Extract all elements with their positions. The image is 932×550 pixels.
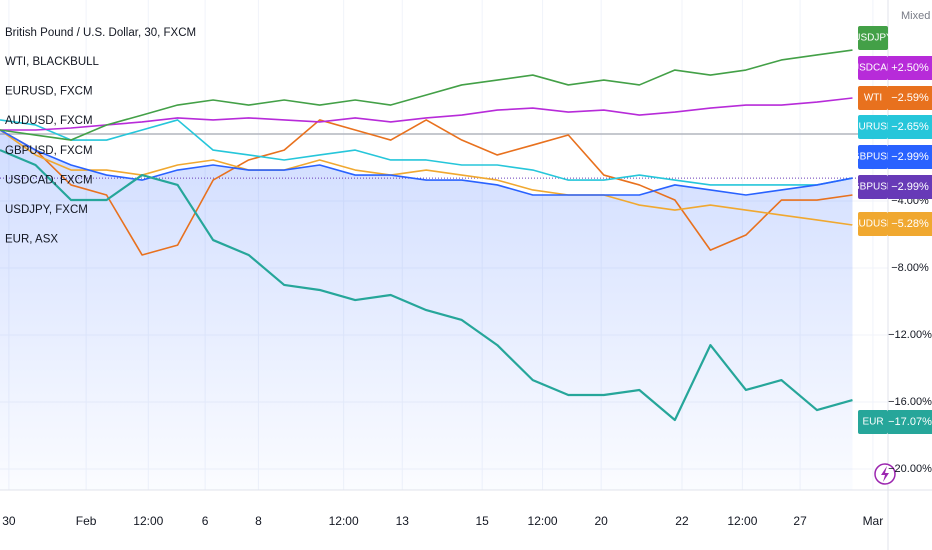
price-value-text: −2.65% xyxy=(891,121,929,133)
legend-entry: GBPUSD, FXCM xyxy=(5,145,93,157)
series-line xyxy=(0,97,853,131)
price-value-text: −2.99% xyxy=(891,151,929,163)
x-tick-label: 6 xyxy=(202,514,209,528)
x-tick-label: 22 xyxy=(675,514,689,528)
price-tag-text: WTI xyxy=(864,93,882,104)
price-tag xyxy=(858,115,888,139)
x-tick-label: 27 xyxy=(793,514,807,528)
price-tag xyxy=(858,175,888,199)
legend-entry: USDJPY, FXCM xyxy=(5,204,88,216)
price-label: USDCAD+2.50% xyxy=(852,56,932,80)
y-tick-label: −12.00% xyxy=(888,329,932,341)
price-value xyxy=(888,145,932,169)
price-label: EUR −17.07% xyxy=(858,410,932,434)
price-value-text: −17.07% xyxy=(888,416,932,428)
price-tag-text: USDCAD xyxy=(852,63,894,74)
legend-entry: USDCAD, FXCM xyxy=(5,174,93,186)
series-line xyxy=(0,119,853,186)
price-tag xyxy=(858,145,888,169)
price-tag-text: USDJPY xyxy=(853,33,893,44)
series-line xyxy=(0,49,853,141)
series-line xyxy=(0,129,853,196)
price-tag-text: GBPUSD xyxy=(852,182,894,193)
y-tick-label: −8.00% xyxy=(891,262,929,274)
scale-mode[interactable]: Mixed xyxy=(901,10,930,22)
price-label: USDJPY xyxy=(853,26,893,50)
x-tick-label: Feb xyxy=(76,514,97,528)
lightning-icon[interactable] xyxy=(874,463,896,485)
legend-entry: EUR, ASX xyxy=(5,234,58,246)
price-value-text: −2.59% xyxy=(891,92,929,104)
price-value xyxy=(888,56,932,80)
price-tag xyxy=(858,26,888,50)
price-label: GBPUSD−2.99% xyxy=(852,145,932,169)
series-line xyxy=(0,149,853,422)
price-label: AUDUSD−5.28% xyxy=(852,212,932,236)
x-tick-label: 20 xyxy=(594,514,608,528)
x-tick-label: 8 xyxy=(255,514,262,528)
legend-entry: AUDUSD, FXCM xyxy=(5,115,93,127)
x-tick-label: 12:00 xyxy=(329,514,359,528)
price-value xyxy=(888,115,932,139)
price-label: WTI −2.59% xyxy=(858,86,932,110)
price-tag xyxy=(858,86,888,110)
x-tick-label: 12:00 xyxy=(727,514,757,528)
price-value xyxy=(888,212,932,236)
price-value xyxy=(888,86,932,110)
y-tick-label: −16.00% xyxy=(888,396,932,408)
price-tag-text: EUR xyxy=(862,417,883,428)
price-tag xyxy=(858,410,888,434)
price-value-text: −5.28% xyxy=(891,218,929,230)
legend-entry: EURUSD, FXCM xyxy=(5,86,93,98)
price-tag xyxy=(858,212,888,236)
price-value xyxy=(888,175,932,199)
price-value xyxy=(888,410,932,434)
price-label: GBPUSD−2.99% xyxy=(852,175,932,199)
y-tick-label: −20.00% xyxy=(888,463,932,475)
price-tag xyxy=(858,56,888,80)
price-value-text: −2.99% xyxy=(891,181,929,193)
price-tag-text: EURUSD xyxy=(852,122,894,133)
price-tag-text: GBPUSD xyxy=(852,152,894,163)
series-line xyxy=(0,119,853,256)
x-tick-label: 15 xyxy=(476,514,490,528)
x-tick-label: 30 xyxy=(2,514,16,528)
price-label: EURUSD−2.65% xyxy=(852,115,932,139)
chart-title: British Pound / U.S. Dollar, 30, FXCM xyxy=(5,27,196,39)
price-tag-text: AUDUSD xyxy=(852,219,894,230)
price-value-text: +2.50% xyxy=(891,62,929,74)
x-tick-label: Mar xyxy=(863,514,884,528)
x-tick-label: 12:00 xyxy=(528,514,558,528)
x-tick-label: 13 xyxy=(396,514,410,528)
legend-entry: WTI, BLACKBULL xyxy=(5,56,100,68)
x-tick-label: 12:00 xyxy=(133,514,163,528)
